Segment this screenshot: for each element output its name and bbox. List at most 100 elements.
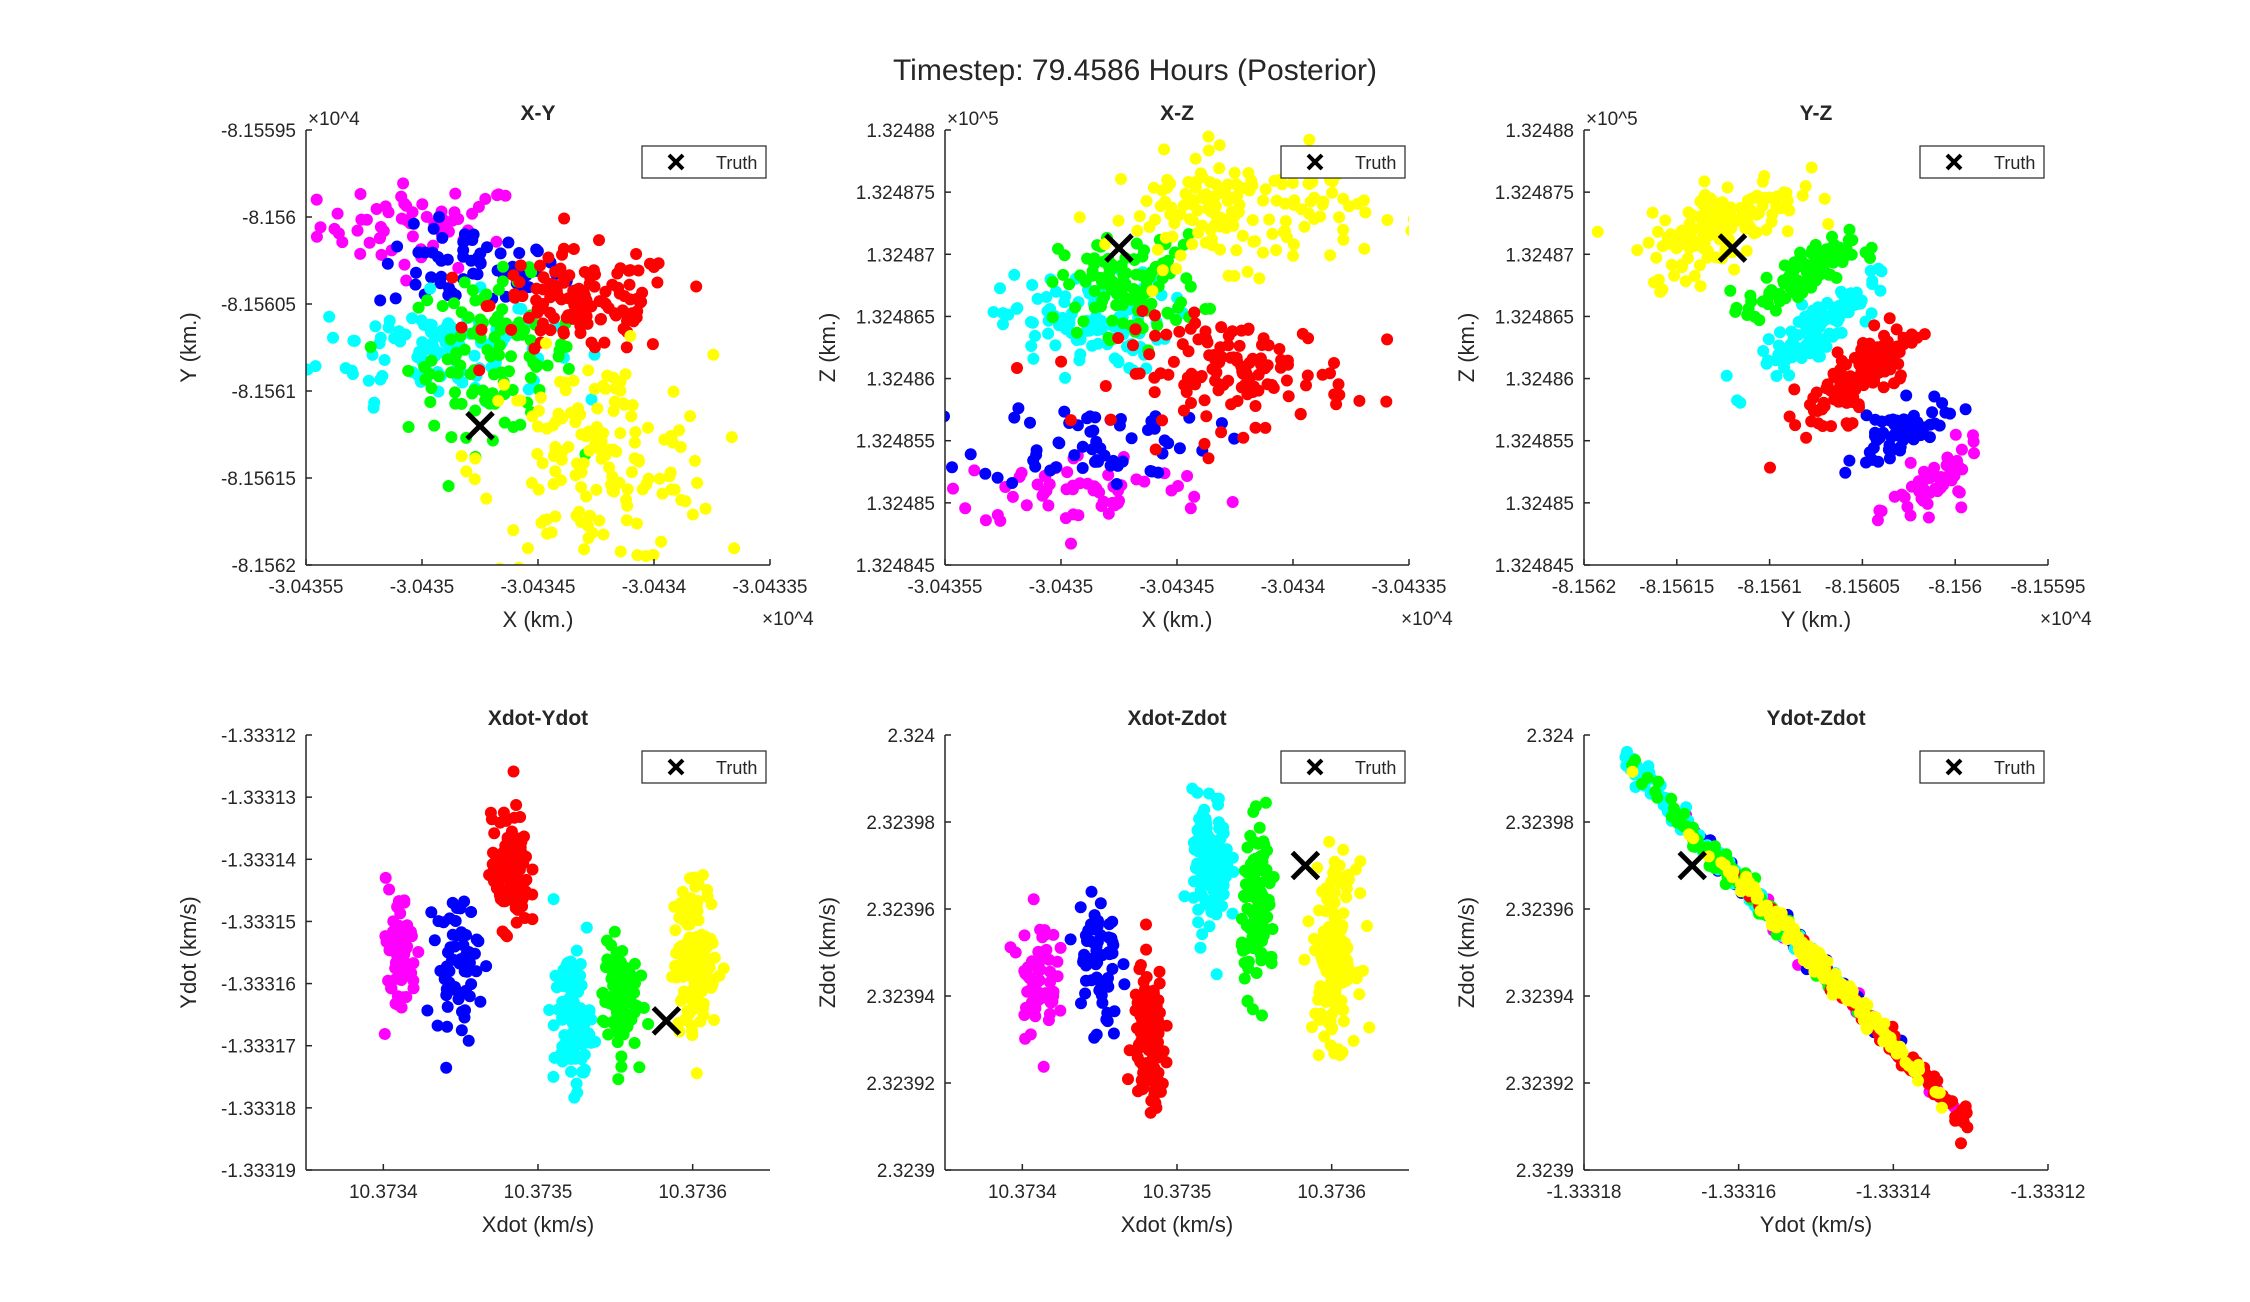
point-cluster_3	[565, 1065, 577, 1078]
point-cluster_6	[1732, 214, 1745, 227]
point-cluster_2	[447, 953, 460, 966]
point-cluster_2	[458, 1011, 471, 1024]
point-cluster_5	[1160, 328, 1173, 341]
point-cluster_6	[1166, 230, 1179, 243]
point-cluster_5	[1136, 1083, 1149, 1096]
y-tick-label: 1.32485	[866, 494, 935, 515]
y-axis-label: Y (km.)	[176, 312, 201, 382]
point-cluster_6	[1781, 225, 1794, 238]
point-cluster_6	[575, 481, 588, 494]
point-cluster_6	[684, 892, 697, 905]
point-cluster_4	[1088, 285, 1101, 297]
point-cluster_3	[1226, 907, 1239, 920]
point-cluster_4	[1250, 967, 1263, 979]
y-tick-label: 1.324855	[1495, 432, 1574, 453]
point-cluster_6	[1337, 233, 1350, 246]
point-cluster_6	[1170, 262, 1183, 275]
point-cluster_6	[614, 384, 627, 397]
point-cluster_6	[625, 410, 638, 423]
point-cluster_6	[1257, 246, 1269, 259]
point-cluster_5	[485, 870, 498, 883]
point-cluster_5	[1177, 404, 1190, 417]
point-cluster_3	[512, 302, 525, 315]
point-cluster_3	[1770, 370, 1783, 382]
point-cluster_3	[1838, 295, 1851, 308]
point-cluster_6	[601, 369, 614, 382]
point-cluster_4	[1811, 246, 1824, 259]
point-cluster_4	[1256, 1009, 1268, 1022]
point-cluster_3	[570, 1077, 583, 1090]
point-cluster_5	[510, 899, 523, 912]
point-cluster_4	[1106, 314, 1119, 327]
point-cluster_5	[509, 851, 522, 864]
point-cluster_6	[618, 398, 631, 411]
y-axis-label: Z (km.)	[1454, 313, 1479, 383]
point-cluster_1	[387, 915, 400, 928]
point-cluster_5	[1188, 306, 1201, 319]
scatter-points	[945, 130, 1409, 550]
point-cluster_5	[1185, 397, 1197, 409]
point-cluster_3	[567, 995, 580, 1008]
point-cluster_5	[1882, 355, 1895, 368]
point-cluster_2	[465, 978, 478, 991]
point-cluster_3	[1080, 324, 1093, 337]
x-tick-label: -8.156	[1928, 577, 1982, 598]
point-cluster_6	[578, 543, 591, 556]
point-cluster_5	[1273, 343, 1286, 355]
point-cluster_5	[588, 341, 601, 354]
point-cluster_6	[1202, 144, 1215, 157]
point-cluster_3	[1217, 888, 1230, 901]
point-cluster_6	[1652, 273, 1665, 286]
point-cluster_2	[1077, 956, 1090, 968]
point-cluster_2	[1075, 997, 1087, 1010]
point-cluster_6	[636, 483, 649, 496]
point-cluster_4	[479, 394, 492, 407]
point-cluster_5	[1332, 378, 1345, 391]
point-cluster_2	[454, 902, 467, 915]
point-cluster_5	[526, 913, 539, 926]
point-cluster_6	[1799, 180, 1812, 193]
point-cluster_5	[1137, 975, 1150, 988]
point-cluster_5	[526, 863, 539, 876]
point-cluster_3	[585, 1013, 598, 1026]
point-cluster_3	[571, 1086, 584, 1099]
x-tick-label: -8.15595	[2010, 577, 2085, 598]
y-tick-label: 2.32398	[866, 813, 935, 834]
point-cluster_5	[1876, 344, 1889, 356]
point-cluster_2	[1939, 406, 1952, 419]
point-cluster_3	[339, 362, 352, 375]
point-cluster_4	[1238, 864, 1251, 877]
point-cluster_3	[1031, 292, 1044, 305]
point-cluster_6	[573, 505, 586, 518]
point-cluster_6	[1181, 189, 1193, 202]
x-tick-label: 10.3734	[349, 1182, 418, 1203]
point-cluster_6	[686, 1029, 699, 1042]
point-cluster_6	[1684, 236, 1697, 249]
point-cluster_6	[707, 348, 720, 361]
point-cluster_2	[466, 234, 479, 246]
point-cluster_4	[1180, 272, 1193, 285]
point-cluster_2	[1125, 432, 1138, 445]
point-cluster_5	[1294, 407, 1307, 420]
point-cluster_6	[614, 427, 627, 440]
point-cluster_6	[1312, 1049, 1325, 1062]
point-cluster_5	[1249, 400, 1262, 412]
x-tick-label: -8.1561	[1737, 577, 1801, 598]
point-cluster_5	[534, 259, 546, 272]
figure-title: Timestep: 79.4586 Hours (Posterior)	[893, 54, 1377, 87]
point-cluster_5	[1134, 959, 1147, 971]
point-cluster_5	[1209, 374, 1222, 387]
point-cluster_6	[1279, 215, 1292, 228]
point-cluster_4	[1253, 821, 1266, 834]
point-cluster_5	[1249, 421, 1262, 434]
point-cluster_5	[1176, 338, 1189, 351]
point-cluster_2	[1094, 897, 1107, 910]
point-cluster_4	[1241, 841, 1254, 854]
point-cluster_2	[1006, 477, 1019, 489]
point-cluster_4	[1830, 271, 1843, 284]
point-cluster_5	[1215, 321, 1228, 334]
point-cluster_6	[656, 487, 669, 500]
point-cluster_3	[566, 968, 579, 981]
point-cluster_2	[1107, 1027, 1120, 1040]
x-tick-label: -3.04355	[907, 577, 982, 598]
